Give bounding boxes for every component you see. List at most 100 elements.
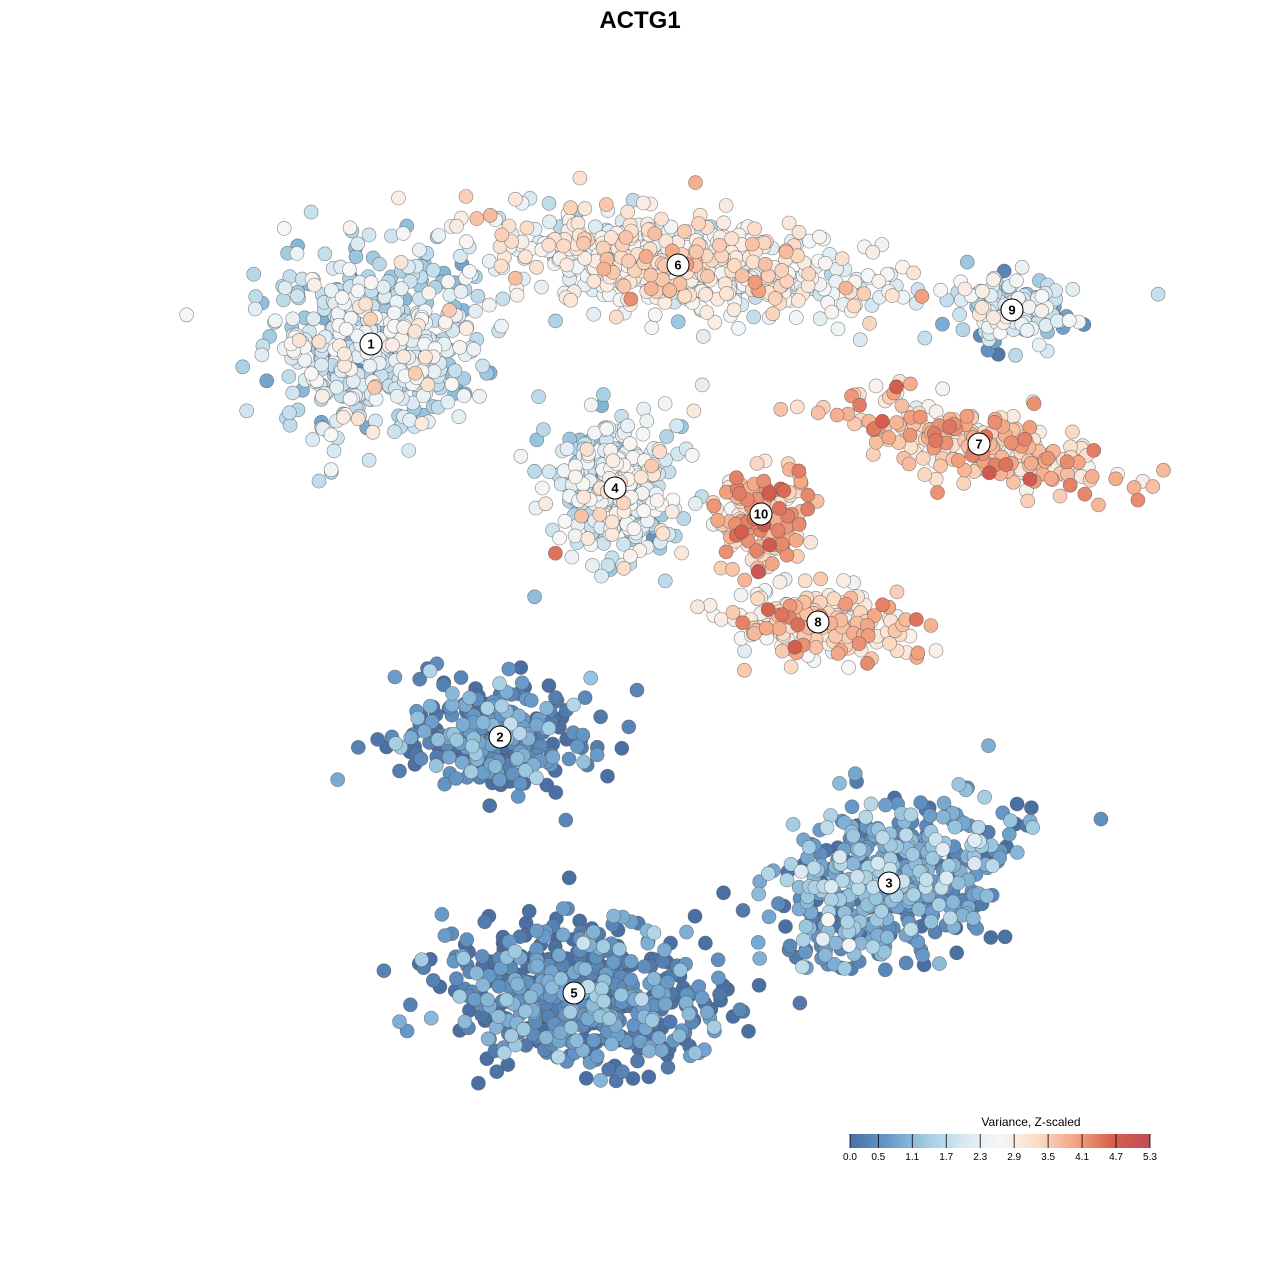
cell-point [480,700,495,716]
cell-point [561,870,577,886]
cell-point [410,710,426,726]
cell-point [917,467,933,482]
cell-point [649,493,665,508]
cell-point [726,302,742,318]
cell-point [817,947,833,963]
cell-point [342,391,358,407]
cell-point [558,812,574,828]
cell-point [823,879,839,895]
cell-point [849,869,865,884]
cell-point [830,321,846,337]
cell-point [732,486,747,501]
cell-point [306,311,321,327]
cell-point [388,736,404,751]
color-legend: Variance, Z-scaled 0.0 0.5 1.1 1.7 2.3 2.9 3.5… [843,1115,1157,1163]
cell-point [623,291,639,307]
cell-point [425,973,441,988]
cell-point [852,842,868,857]
cell-point [841,937,857,953]
cell-point [793,864,809,879]
cell-point [1130,492,1146,508]
cell-point [986,272,1001,288]
cell-point [923,914,939,930]
cell-point [494,698,510,714]
cell-point [556,238,572,254]
cell-point [555,901,571,916]
cell-point [544,980,560,996]
cell-point [1062,313,1077,328]
cell-point [908,612,924,627]
cell-point [290,288,305,304]
cell-point [967,856,982,871]
cell-point [449,732,465,748]
cell-point [456,388,472,404]
cell-point [579,441,595,457]
cell-point [752,951,768,966]
cell-point [392,1014,407,1030]
cell-point [600,557,616,573]
cell-point [971,819,986,835]
cell-point [604,1036,620,1052]
cell-point [494,318,509,334]
cell-point [586,306,602,322]
cluster-label-text: 1 [367,337,374,352]
cell-point [583,397,599,413]
cell-point [519,220,535,236]
cell-point [1009,273,1024,289]
cell-point [623,972,639,987]
cell-point [791,517,807,532]
cell-point [599,421,615,437]
cell-point [737,643,752,659]
cell-point [635,426,651,442]
cell-point [716,885,731,901]
cell-point [630,1053,645,1069]
cell-point [305,432,321,447]
cell-point [447,363,463,379]
cell-point [518,249,533,265]
cell-point [830,646,846,661]
cell-point [875,830,891,845]
cell-point [1009,796,1025,812]
cell-point [455,717,471,732]
cell-point [538,496,554,512]
cell-point [469,211,485,226]
cell-point [315,388,330,404]
cell-point [813,571,828,587]
cell-point [757,256,773,272]
cell-point [913,795,929,810]
cell-point [604,526,620,542]
cell-point [464,738,480,754]
cell-point [700,268,715,284]
cell-point [676,511,692,526]
cell-point [761,909,777,925]
cell-point [662,1014,678,1030]
cell-point [706,498,722,514]
cell-point [324,283,339,298]
cell-point [767,291,783,306]
cell-point [551,947,567,963]
cell-point [945,894,961,910]
cell-point [950,453,966,468]
cell-point [509,287,525,303]
cell-point [541,464,557,480]
cell-point [491,978,507,994]
cell-point [910,645,926,661]
cell-point [1003,435,1019,451]
cell-point [974,300,990,315]
cell-point [917,330,933,346]
cell-point [847,766,863,782]
cell-point [1026,396,1042,412]
cell-point [832,849,848,865]
cell-point [386,305,402,321]
cell-point [677,224,692,239]
cell-point [436,677,451,693]
cell-point [303,366,319,382]
cell-point [1014,259,1030,275]
cell-point [790,293,806,308]
cell-point [629,682,645,698]
cell-point [523,989,539,1005]
cell-point [276,292,291,308]
cell-point [817,255,833,271]
legend-title: Variance, Z-scaled [981,1115,1080,1129]
cell-point [466,341,482,357]
